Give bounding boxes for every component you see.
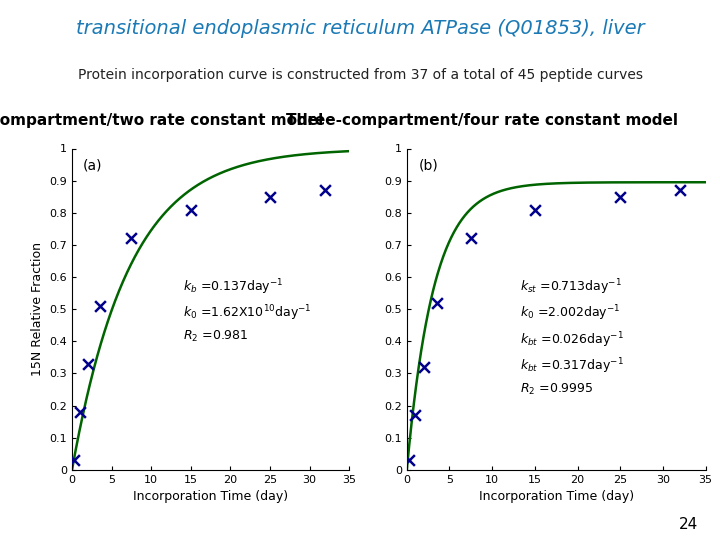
Y-axis label: 15N Relative Fraction: 15N Relative Fraction bbox=[31, 242, 44, 376]
Point bbox=[74, 408, 86, 416]
Text: Three-compartment/four rate constant model: Three-compartment/four rate constant mod… bbox=[287, 113, 678, 129]
Text: (b): (b) bbox=[419, 158, 438, 172]
Point bbox=[68, 456, 79, 464]
Point bbox=[264, 192, 276, 201]
Text: $k_b$ =0.137day$^{-1}$
$k_0$ =1.62X10$^{10}$day$^{-1}$
$R_2$ =0.981: $k_b$ =0.137day$^{-1}$ $k_0$ =1.62X10$^{… bbox=[183, 277, 312, 344]
Point bbox=[674, 186, 685, 194]
Point bbox=[431, 299, 442, 307]
Text: transitional endoplasmic reticulum ATPase (Q01853), liver: transitional endoplasmic reticulum ATPas… bbox=[76, 19, 644, 38]
Point bbox=[185, 205, 197, 214]
Point bbox=[614, 192, 626, 201]
Text: Protein incorporation curve is constructed from 37 of a total of 45 peptide curv: Protein incorporation curve is construct… bbox=[78, 68, 642, 82]
X-axis label: Incorporation Time (day): Incorporation Time (day) bbox=[479, 490, 634, 503]
Point bbox=[320, 186, 331, 194]
Text: Two-compartment/two rate constant model: Two-compartment/two rate constant model bbox=[0, 113, 323, 129]
Text: (a): (a) bbox=[83, 158, 102, 172]
Point bbox=[529, 205, 541, 214]
Point bbox=[125, 234, 137, 243]
Point bbox=[410, 411, 421, 420]
Point bbox=[82, 360, 94, 368]
Point bbox=[94, 302, 106, 310]
Text: 24: 24 bbox=[679, 517, 698, 532]
Point bbox=[402, 456, 414, 464]
X-axis label: Incorporation Time (day): Incorporation Time (day) bbox=[133, 490, 288, 503]
Text: $k_{st}$ =0.713day$^{-1}$
$k_0$ =2.002day$^{-1}$
$k_{bt}$ =0.026day$^{-1}$
$k_{b: $k_{st}$ =0.713day$^{-1}$ $k_0$ =2.002da… bbox=[521, 277, 624, 397]
Point bbox=[418, 363, 430, 372]
Point bbox=[465, 234, 477, 243]
